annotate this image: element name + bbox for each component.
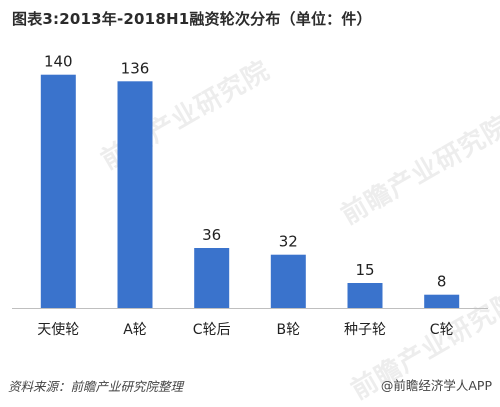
credit-note: @前瞻经济学人APP: [380, 378, 492, 393]
category-label: C轮后: [193, 322, 231, 338]
category-label: A轮: [123, 322, 147, 338]
category-label: 种子轮: [344, 322, 386, 338]
bar: [270, 254, 306, 308]
bar: [424, 294, 460, 308]
bar: [194, 248, 230, 308]
bar: [40, 74, 76, 308]
data-label: 32: [279, 233, 298, 251]
source-note: 资料来源：前瞻产业研究院整理: [8, 379, 184, 394]
category-label: B轮: [276, 322, 300, 338]
data-label: 140: [44, 53, 73, 71]
data-label: 36: [202, 226, 221, 244]
category-label: 天使轮: [37, 321, 79, 338]
data-label: 15: [355, 261, 374, 279]
data-label: 136: [121, 59, 150, 77]
data-label: 8: [437, 273, 447, 291]
category-label: C轮: [430, 322, 454, 338]
chart-title: 图表3:2013年-2018H1融资轮次分布（单位：件）: [12, 10, 372, 28]
bar: [347, 283, 383, 308]
bar: [117, 81, 153, 308]
